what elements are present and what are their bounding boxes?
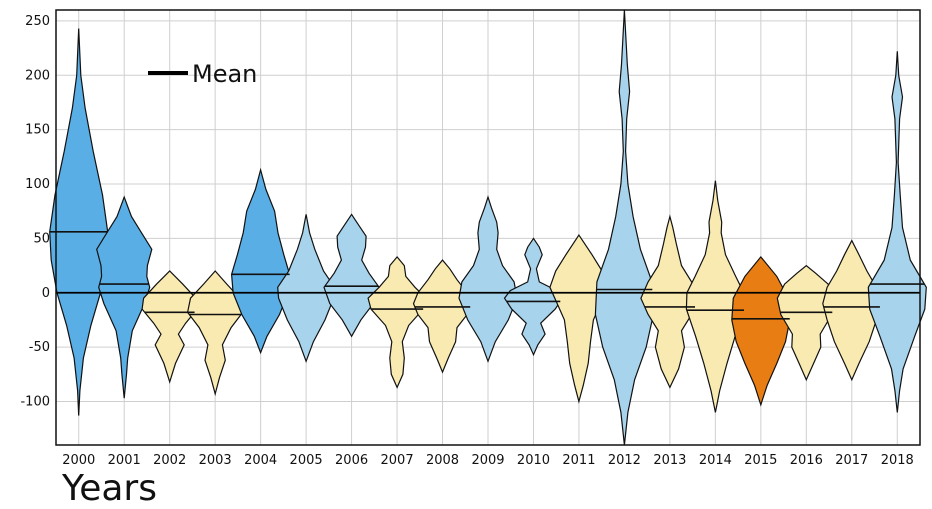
violin-2016 (776, 264, 836, 382)
violin-2015 (731, 255, 791, 407)
x-axis-label: Years (61, 468, 157, 509)
x-tick-label: 2011 (562, 453, 595, 468)
x-tick-label: 2000 (62, 453, 95, 468)
x-tick-label: 2008 (426, 453, 459, 468)
x-tick-label: 2004 (244, 453, 277, 468)
y-tick-label: -100 (20, 395, 50, 410)
y-tick-label: 200 (25, 68, 50, 83)
violin-2001 (96, 195, 153, 399)
violin-2011 (549, 234, 609, 404)
violin-2018 (867, 51, 927, 413)
y-tick-label: -50 (29, 340, 50, 355)
y-tick-label: 100 (25, 177, 50, 192)
violin-2004 (230, 167, 291, 355)
x-tick-label: 2016 (790, 453, 823, 468)
violin-2003 (186, 270, 244, 397)
legend: Mean (148, 60, 257, 88)
x-axis-ticks: 2000 2001 2002 2003 2004 2005 2006 2007 2008 2009… (62, 453, 914, 468)
x-tick-label: 2006 (335, 453, 368, 468)
x-tick-label: 2007 (381, 453, 414, 468)
x-tick-label: 2017 (835, 453, 868, 468)
violin-2010 (503, 237, 564, 357)
violin-2009 (458, 195, 518, 364)
x-tick-label: 2009 (471, 453, 504, 468)
y-tick-label: 150 (25, 123, 50, 138)
x-tick-label: 2001 (108, 453, 141, 468)
violin-2006 (323, 213, 380, 338)
violin-2000 (49, 28, 109, 416)
violin-series (49, 9, 927, 446)
x-tick-label: 2002 (153, 453, 186, 468)
x-tick-label: 2003 (199, 453, 232, 468)
x-tick-label: 2018 (881, 453, 914, 468)
y-tick-label: 50 (33, 231, 50, 246)
violin-2013 (640, 214, 700, 389)
x-tick-label: 2014 (699, 453, 732, 468)
x-tick-label: 2013 (653, 453, 686, 468)
y-tick-label: 0 (42, 286, 50, 301)
violin-2007 (367, 255, 427, 389)
violin-2017 (822, 239, 882, 382)
violin-2008 (412, 259, 473, 374)
plot-frame (55, 9, 921, 446)
violin-2002 (141, 270, 198, 384)
y-tick-label: 250 (25, 14, 50, 29)
legend-mean-label: Mean (192, 60, 257, 88)
x-tick-label: 2012 (608, 453, 641, 468)
x-tick-label: 2015 (744, 453, 777, 468)
y-axis-ticks: -100 -50 0 50 100 150 200 250 (20, 14, 50, 410)
x-tick-label: 2005 (290, 453, 323, 468)
x-tick-label: 2010 (517, 453, 550, 468)
